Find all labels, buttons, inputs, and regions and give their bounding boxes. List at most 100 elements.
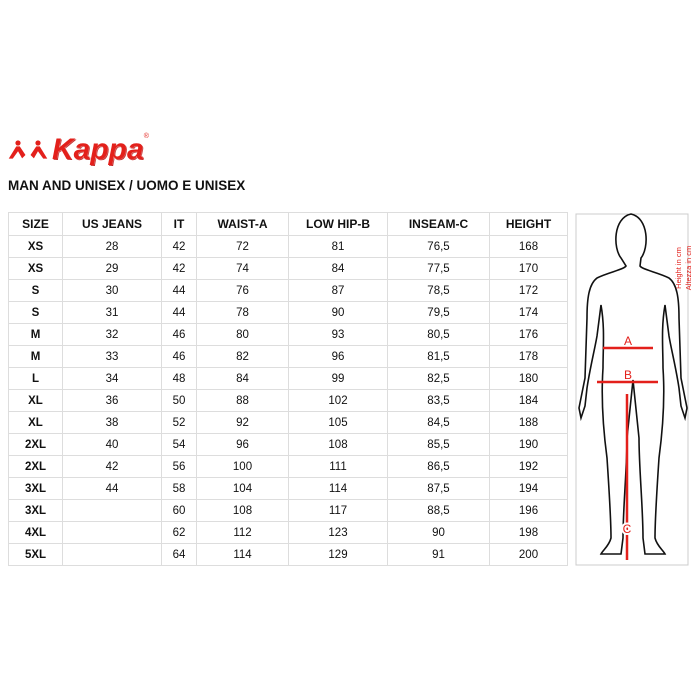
table-cell: 90 bbox=[387, 521, 490, 544]
table-cell: 42 bbox=[161, 235, 197, 258]
table-cell: 108 bbox=[196, 499, 289, 522]
size-cell: L bbox=[8, 367, 63, 390]
table-cell: 117 bbox=[288, 499, 388, 522]
table-cell: 88,5 bbox=[387, 499, 490, 522]
table-row: L 34 48 84 99 82,5 180 bbox=[8, 367, 568, 390]
table-cell: 54 bbox=[161, 433, 197, 456]
table-cell: 62 bbox=[161, 521, 197, 544]
table-cell: 196 bbox=[489, 499, 568, 522]
table-cell: 33 bbox=[62, 345, 162, 368]
table-cell: 178 bbox=[489, 345, 568, 368]
kappa-omini-icon bbox=[7, 139, 49, 160]
brand-wordmark: Kappa bbox=[52, 133, 144, 166]
table-cell: 84 bbox=[196, 367, 289, 390]
size-cell: S bbox=[8, 301, 63, 324]
table-cell: 48 bbox=[161, 367, 197, 390]
column-header: HEIGHT bbox=[489, 212, 568, 236]
column-header: US JEANS bbox=[62, 212, 162, 236]
table-row: 5XL 64 114 129 91 200 bbox=[8, 543, 568, 566]
table-row: 3XL 44 58 104 114 87,5 194 bbox=[8, 477, 568, 500]
table-cell: 82 bbox=[196, 345, 289, 368]
column-header: SIZE bbox=[8, 212, 63, 236]
table-cell: 90 bbox=[288, 301, 388, 324]
table-row: 3XL 60 108 117 88,5 196 bbox=[8, 499, 568, 522]
table-header-row: SIZE US JEANS IT WAIST-A LOW HIP-B INSEAM-C HE… bbox=[8, 212, 568, 236]
label-b: B bbox=[624, 368, 632, 382]
size-cell: XL bbox=[8, 389, 63, 412]
size-cell: M bbox=[8, 345, 63, 368]
table-cell: 84 bbox=[288, 257, 388, 280]
table-cell: 46 bbox=[161, 323, 197, 346]
body-outline bbox=[578, 213, 688, 555]
label-a: A bbox=[624, 334, 632, 348]
table-cell: 58 bbox=[161, 477, 197, 500]
table-cell: 86,5 bbox=[387, 455, 490, 478]
table-cell: 112 bbox=[196, 521, 289, 544]
table-cell: 30 bbox=[62, 279, 162, 302]
table-cell bbox=[62, 521, 162, 544]
table-cell: 76 bbox=[196, 279, 289, 302]
height-label-it: Altezza in cm bbox=[684, 246, 693, 291]
table-cell: 99 bbox=[288, 367, 388, 390]
size-cell: S bbox=[8, 279, 63, 302]
size-cell: XL bbox=[8, 411, 63, 434]
table-cell: 170 bbox=[489, 257, 568, 280]
table-row: M 33 46 82 96 81,5 178 bbox=[8, 345, 568, 368]
size-cell: XS bbox=[8, 235, 63, 258]
table-cell: 64 bbox=[161, 543, 197, 566]
table-cell: 46 bbox=[161, 345, 197, 368]
table-cell: 78,5 bbox=[387, 279, 490, 302]
table-cell: 28 bbox=[62, 235, 162, 258]
table-cell: 93 bbox=[288, 323, 388, 346]
table-cell: 78 bbox=[196, 301, 289, 324]
table-cell: 36 bbox=[62, 389, 162, 412]
table-cell: 123 bbox=[288, 521, 388, 544]
table-cell: 74 bbox=[196, 257, 289, 280]
table-cell: 44 bbox=[161, 301, 197, 324]
table-cell: 84,5 bbox=[387, 411, 490, 434]
size-cell: 3XL bbox=[8, 499, 63, 522]
size-cell: 3XL bbox=[8, 477, 63, 500]
size-cell: XS bbox=[8, 257, 63, 280]
table-cell: 129 bbox=[288, 543, 388, 566]
table-cell: 52 bbox=[161, 411, 197, 434]
table-cell: 192 bbox=[489, 455, 568, 478]
table-cell: 79,5 bbox=[387, 301, 490, 324]
table-cell: 42 bbox=[62, 455, 162, 478]
table-cell: 80,5 bbox=[387, 323, 490, 346]
table-cell: 194 bbox=[489, 477, 568, 500]
table-cell: 82,5 bbox=[387, 367, 490, 390]
kappa-logo: Kappa ® bbox=[6, 133, 149, 167]
column-header: IT bbox=[161, 212, 197, 236]
table-cell: 80 bbox=[196, 323, 289, 346]
table-cell: 190 bbox=[489, 433, 568, 456]
table-cell: 188 bbox=[489, 411, 568, 434]
table-cell: 31 bbox=[62, 301, 162, 324]
table-cell: 102 bbox=[288, 389, 388, 412]
table-cell: 200 bbox=[489, 543, 568, 566]
table-cell: 100 bbox=[196, 455, 289, 478]
column-header: WAIST-A bbox=[196, 212, 289, 236]
table-cell: 81,5 bbox=[387, 345, 490, 368]
page-title: MAN AND UNISEX / UOMO E UNISEX bbox=[8, 178, 246, 193]
table-cell: 83,5 bbox=[387, 389, 490, 412]
table-row: XL 36 50 88 102 83,5 184 bbox=[8, 389, 568, 412]
size-cell: 4XL bbox=[8, 521, 63, 544]
table-cell: 87,5 bbox=[387, 477, 490, 500]
table-cell: 76,5 bbox=[387, 235, 490, 258]
table-cell: 42 bbox=[161, 257, 197, 280]
table-cell: 56 bbox=[161, 455, 197, 478]
column-header: INSEAM-C bbox=[387, 212, 490, 236]
table-cell: 168 bbox=[489, 235, 568, 258]
table-row: S 31 44 78 90 79,5 174 bbox=[8, 301, 568, 324]
table-cell: 174 bbox=[489, 301, 568, 324]
table-row: XL 38 52 92 105 84,5 188 bbox=[8, 411, 568, 434]
table-cell: 198 bbox=[489, 521, 568, 544]
table-cell: 96 bbox=[196, 433, 289, 456]
table-row: XS 29 42 74 84 77,5 170 bbox=[8, 257, 568, 280]
table-cell: 184 bbox=[489, 389, 568, 412]
table-cell: 88 bbox=[196, 389, 289, 412]
table-cell bbox=[62, 543, 162, 566]
table-cell: 87 bbox=[288, 279, 388, 302]
body-measurement-figure: A B C Height in cm Altezza in cm bbox=[575, 213, 693, 566]
